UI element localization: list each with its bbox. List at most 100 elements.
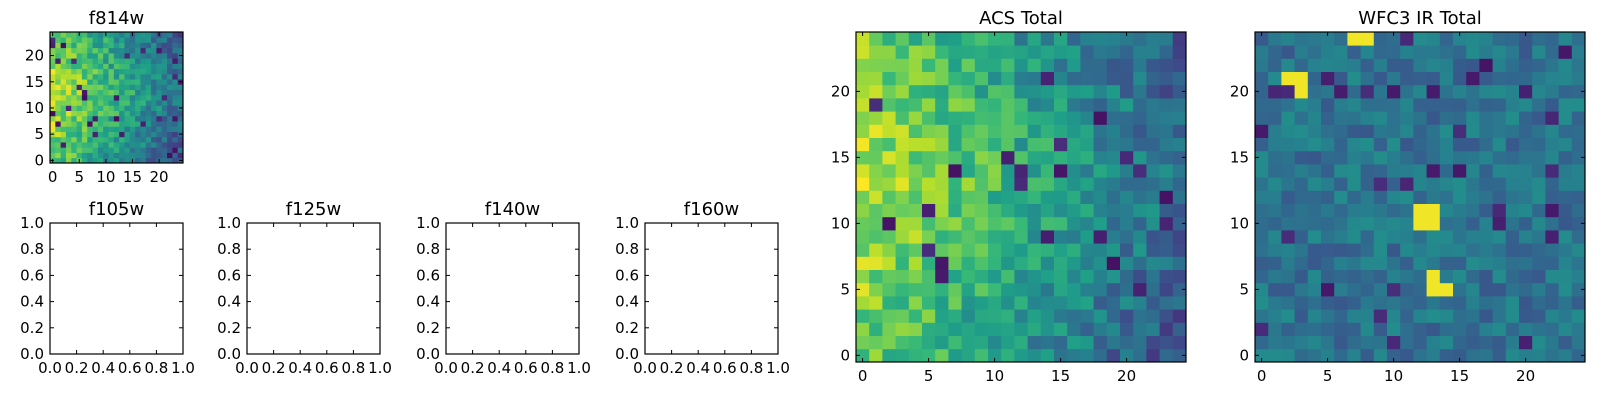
heatmap-cell [1413, 216, 1427, 231]
heatmap-cell [145, 79, 152, 85]
heatmap-cell [1545, 45, 1559, 59]
heatmap-cell [1387, 124, 1401, 138]
heatmap-cell [1027, 111, 1042, 125]
heatmap-cell [1505, 243, 1520, 257]
heatmap-cell [1571, 335, 1586, 350]
heatmap-cell [76, 100, 83, 106]
heatmap-cell [961, 216, 976, 231]
heatmap-cell [1040, 230, 1055, 244]
heatmap-cell [1080, 282, 1094, 297]
heatmap-cell [908, 256, 923, 270]
heatmap-cell [1281, 309, 1295, 323]
heatmap-cell [1146, 124, 1160, 138]
heatmap-cell [76, 68, 83, 75]
heatmap-cell [856, 150, 870, 165]
heatmap-cell [974, 256, 989, 270]
heatmap-cell [1307, 137, 1322, 152]
heatmap-cell [177, 100, 184, 106]
heatmap-cell [161, 136, 168, 143]
heatmap-cell [1466, 164, 1480, 178]
heatmap-cell [1426, 124, 1441, 138]
heatmap-cell [113, 100, 120, 106]
heatmap-cell [1453, 58, 1467, 72]
heatmap-cell [869, 269, 883, 284]
heatmap-cell [922, 335, 936, 350]
heatmap-cell [1294, 71, 1309, 86]
y-tick-label: 0.8 [416, 240, 440, 258]
heatmap-cell [988, 98, 1002, 112]
heatmap-cell [1334, 216, 1348, 231]
heatmap-cell [1387, 243, 1401, 257]
heatmap-cell [124, 100, 131, 106]
heatmap-cell [1159, 137, 1174, 152]
heatmap-cell [1027, 322, 1042, 336]
heatmap-cell [1545, 190, 1559, 204]
heatmap-cell [1014, 335, 1028, 350]
heatmap-cell [1400, 269, 1414, 284]
heatmap-cell [935, 111, 949, 125]
heatmap-cell [71, 58, 77, 64]
heatmap-cell [124, 79, 131, 85]
heatmap-cell [974, 309, 989, 323]
heatmap-cell [1505, 32, 1520, 46]
heatmap-cell [1505, 45, 1520, 59]
heatmap-cell [1571, 243, 1586, 257]
heatmap-cell [1400, 150, 1414, 165]
heatmap-cell [1373, 45, 1388, 59]
heatmap-cell [76, 47, 83, 54]
heatmap-cell [1519, 164, 1533, 178]
heatmap-cell [135, 58, 141, 64]
heatmap-cell [1159, 98, 1174, 112]
heatmap-cell [974, 348, 989, 363]
heatmap-cell [1159, 243, 1174, 257]
heatmap-cell [1466, 296, 1480, 310]
heatmap-cell [1172, 71, 1187, 86]
heatmap-cell [1360, 164, 1375, 178]
heatmap-cell [1001, 282, 1015, 297]
heatmap-cell [1479, 71, 1493, 86]
heatmap-cell [935, 243, 949, 257]
heatmap-cell [161, 58, 168, 64]
heatmap-cell [1492, 216, 1507, 231]
heatmap-cell [1479, 111, 1493, 125]
heatmap-cell [1040, 322, 1055, 336]
heatmap-cell [1373, 137, 1388, 152]
heatmap-cell [1159, 335, 1174, 350]
heatmap-cell [1159, 230, 1174, 244]
heatmap-cell [1255, 177, 1269, 191]
heatmap-cell [974, 243, 989, 257]
heatmap-cell [65, 47, 72, 54]
heatmap-cell [1334, 203, 1348, 218]
heatmap-cell [97, 73, 104, 80]
heatmap-cell [1373, 335, 1388, 350]
heatmap-cell [87, 147, 93, 153]
heatmap-cell [87, 42, 93, 49]
heatmap-cell [869, 84, 883, 99]
heatmap-cell [108, 157, 115, 164]
heatmap-cell [1067, 335, 1081, 350]
heatmap-cell [1255, 216, 1269, 231]
heatmap-cell [140, 121, 147, 127]
heatmap-cell [177, 84, 184, 91]
heatmap-cell [1172, 111, 1187, 125]
heatmap-cell [1466, 124, 1480, 138]
heatmap-cell [988, 84, 1002, 99]
heatmap-cell [869, 32, 883, 46]
heatmap-cell [1426, 71, 1441, 86]
heatmap-cell [988, 243, 1002, 257]
heatmap-cell [1120, 177, 1134, 191]
heatmap-cell [151, 73, 157, 80]
heatmap-cell [92, 126, 99, 132]
heatmap-cell [1439, 256, 1454, 270]
heatmap-cell [151, 37, 157, 43]
y-tick-label: 0.6 [217, 266, 241, 284]
heatmap-cell [974, 45, 989, 59]
heatmap-cell [113, 121, 120, 127]
heatmap-cell [1080, 71, 1094, 86]
heatmap-cell [1146, 45, 1160, 59]
heatmap-cell [161, 115, 168, 122]
heatmap-cell [167, 68, 173, 75]
heatmap-cell [1466, 243, 1480, 257]
heatmap-cell [882, 335, 896, 350]
